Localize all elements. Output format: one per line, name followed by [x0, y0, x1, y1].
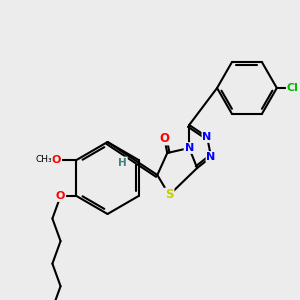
Text: O: O [52, 155, 61, 165]
Text: N: N [202, 132, 212, 142]
Text: H: H [118, 158, 127, 167]
Text: O: O [56, 191, 65, 201]
Text: S: S [165, 188, 173, 202]
Text: N: N [206, 152, 216, 162]
Text: O: O [159, 131, 169, 145]
Text: Cl: Cl [287, 83, 299, 93]
Text: CH₃: CH₃ [35, 155, 52, 164]
Text: N: N [184, 143, 194, 153]
